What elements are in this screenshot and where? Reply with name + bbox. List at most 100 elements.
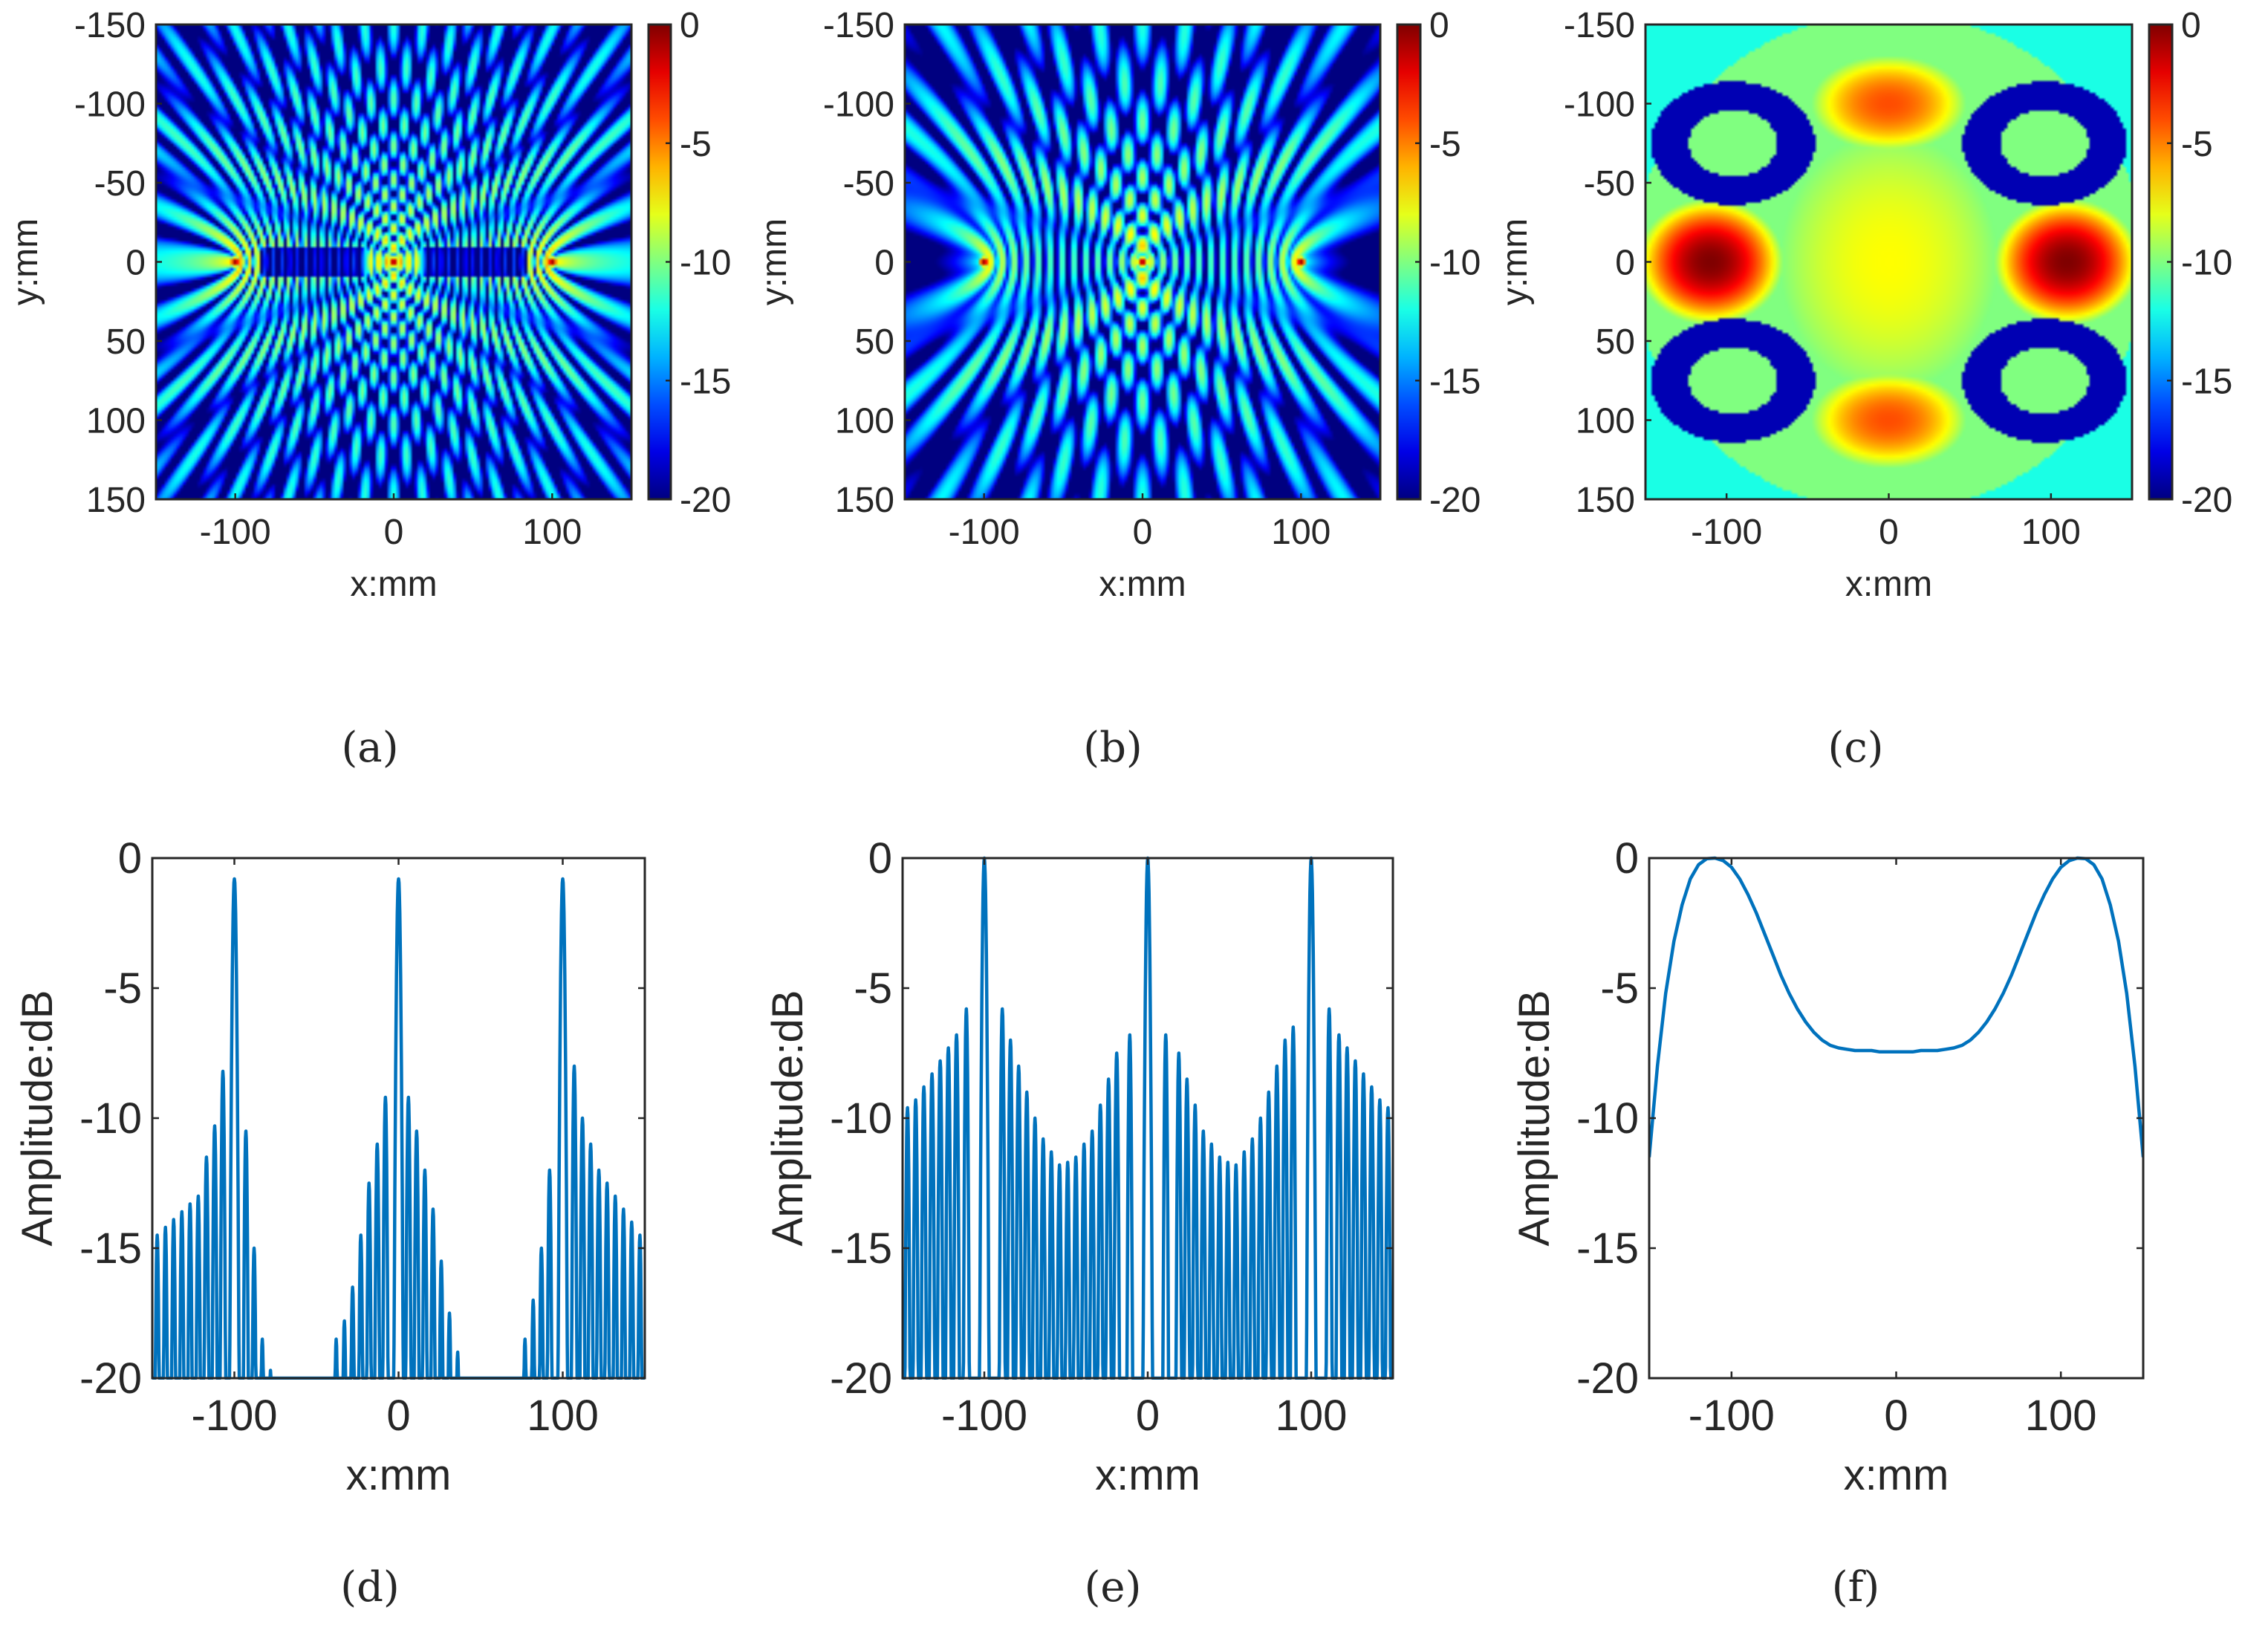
y-tick-label: -5 (1600, 964, 1639, 1013)
y-tick-label: -150 (74, 6, 146, 45)
y-tick-label: -150 (823, 6, 894, 45)
x-axis-label: x:mm (1095, 1451, 1200, 1499)
colorbar-tick-label: 0 (680, 6, 700, 45)
x-tick-label: 0 (1136, 1392, 1160, 1440)
x-tick-label: -100 (1691, 513, 1762, 552)
colorbar-labels: 0 -5 -10 -15 -20 (2181, 6, 2232, 520)
x-axis-label: x:mm (1844, 1451, 1949, 1499)
y-tick-label: -10 (830, 1094, 892, 1143)
x-axis-label: x:mm (350, 565, 437, 604)
x-tick-label: 100 (527, 1392, 599, 1440)
plot-frame (901, 857, 1394, 1380)
series-line-profile (152, 877, 645, 1380)
y-tick-label: -15 (79, 1224, 142, 1273)
y-tick-label: 150 (1576, 481, 1635, 520)
x-tick-label: 100 (522, 513, 582, 552)
y-tick-label: -20 (79, 1354, 142, 1403)
x-axis-label: x:mm (1099, 565, 1186, 604)
panel-d: -100 0 100 0 -5 -10 -15 -20 x:mm Amplitude:dB (d) (13, 834, 646, 1611)
y-tick-label: -5 (854, 964, 892, 1013)
x-tick-label: 100 (2021, 513, 2081, 552)
y-axis-label: y:mm (755, 218, 794, 305)
x-tick-label: 0 (1879, 513, 1899, 552)
colorbar-tick-label: -10 (1429, 244, 1481, 283)
x-tick-label: -100 (191, 1392, 277, 1440)
x-tick-label: -100 (200, 513, 271, 552)
x-tick-label: -100 (949, 513, 1020, 552)
x-tick-label: 0 (384, 513, 404, 552)
y-axis-label: y:mm (6, 218, 45, 305)
y-tick-label: 0 (868, 834, 892, 883)
colorbar-tick-label: 0 (1429, 6, 1449, 45)
y-tick-label: 150 (86, 481, 146, 520)
colorbar-tick-label: -10 (2181, 244, 2232, 283)
y-tick-label: 0 (118, 834, 142, 883)
heatmap-image (156, 25, 631, 499)
y-tick-label: -50 (94, 164, 146, 204)
series-line-profile (903, 856, 1393, 1380)
colorbar-tick-label: -15 (2181, 362, 2232, 401)
colorbar-labels: 0 -5 -10 -15 -20 (680, 6, 731, 520)
x-axis-label: x:mm (346, 1451, 452, 1499)
colorbar-tick-label: -15 (680, 362, 731, 401)
panel-f: -100 0 100 0 -5 -10 -15 -20 x:mm Amplitude:dB (f) (1510, 834, 2145, 1611)
y-tick-label: 100 (86, 402, 146, 441)
y-tick-label: 0 (1615, 244, 1635, 283)
colorbar-tick-label: -15 (1429, 362, 1481, 401)
colorbar-tick-label: -5 (680, 125, 712, 164)
panel-caption: (e) (1085, 1563, 1142, 1611)
x-tick-label: 100 (1276, 1392, 1348, 1440)
y-tick-label: -100 (823, 85, 894, 125)
y-tick-label: -10 (1576, 1094, 1639, 1143)
x-tick-label: 0 (1133, 513, 1153, 552)
x-tick-label: 0 (1884, 1392, 1908, 1440)
y-tick-label: 0 (874, 244, 894, 283)
colorbar-tick-label: -20 (1429, 481, 1481, 520)
y-tick-label: -20 (1576, 1354, 1639, 1403)
colorbar-tick-label: -20 (2181, 481, 2232, 520)
panel-caption: (a) (341, 724, 398, 772)
panel-caption: (b) (1083, 724, 1143, 772)
y-tick-label: -50 (1584, 164, 1635, 204)
x-tick-label: 0 (386, 1392, 410, 1440)
panel-a: -100 0 100 -150 -100 -50 0 50 100 150 x:mm y:mm 0 -5 -… (6, 6, 731, 772)
colorbar-tick-label: -5 (1429, 125, 1461, 164)
panel-e: -100 0 100 0 -5 -10 -15 -20 x:mm Amplitude:dB (e) (764, 834, 1394, 1611)
y-tick-label: -10 (79, 1094, 142, 1143)
y-axis-label: Amplitude:dB (1510, 990, 1559, 1247)
panel-caption: (d) (340, 1563, 400, 1611)
colorbar-labels: 0 -5 -10 -15 -20 (1429, 6, 1481, 520)
panel-b: -100 0 100 -150 -100 -50 0 50 100 150 x:mm y:mm 0 -5 -… (755, 6, 1481, 772)
y-tick-label: -15 (830, 1224, 892, 1273)
colorbar-tick-label: 0 (2181, 6, 2201, 45)
y-tick-label: 150 (835, 481, 894, 520)
y-tick-label: -5 (103, 964, 142, 1013)
y-axis-label: y:mm (1495, 218, 1535, 305)
x-tick-label: -100 (1689, 1392, 1775, 1440)
y-tick-label: 0 (126, 244, 146, 283)
panel-c: -100 0 100 -150 -100 -50 0 50 100 150 x:mm y:mm 0 -5 -… (1495, 6, 2232, 772)
panel-caption: (c) (1827, 724, 1883, 772)
y-axis-label: Amplitude:dB (764, 990, 812, 1247)
y-tick-label: 100 (1576, 402, 1635, 441)
y-tick-label: -15 (1576, 1224, 1639, 1273)
y-tick-label: 100 (835, 402, 894, 441)
heatmap-image (905, 25, 1380, 499)
y-tick-label: -100 (1564, 85, 1635, 125)
y-tick-label: -50 (843, 164, 894, 204)
colorbar-tick-label: -10 (680, 244, 731, 283)
heatmap-image (1645, 25, 2132, 499)
y-tick-label: -100 (74, 85, 146, 125)
x-tick-label: 100 (2025, 1392, 2097, 1440)
y-tick-label: 0 (1615, 834, 1639, 883)
y-tick-label: 50 (1596, 322, 1635, 362)
y-tick-label: 50 (855, 322, 894, 362)
colorbar-tick-label: -20 (680, 481, 731, 520)
y-tick-label: 50 (106, 322, 146, 362)
x-tick-label: 100 (1271, 513, 1330, 552)
y-axis-label: Amplitude:dB (13, 990, 62, 1247)
plot-frame (1648, 857, 2145, 1380)
x-tick-label: -100 (941, 1392, 1027, 1440)
series-line-profile (1649, 856, 2143, 1158)
